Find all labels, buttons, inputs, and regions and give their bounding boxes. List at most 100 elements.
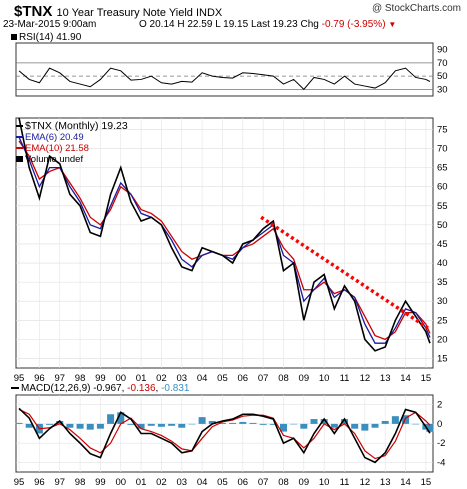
rsi-tick-label: 90 [437,45,448,56]
price-tick-label: 20 [437,334,448,345]
x-tick-label-bottom: 98 [75,477,86,488]
watermark: @ StockCharts.com [371,3,461,14]
macd-histogram-bar [426,423,434,432]
last-value: Last 19.23 [250,19,298,30]
ema6-line [18,136,431,344]
price-frame [15,117,434,369]
legend-text: Volume undef [25,154,84,165]
macd-histogram-bar [147,423,155,426]
macd-histogram-bar [371,423,379,428]
macd-tick-label: -4 [437,457,445,468]
macd-tick-label: -2 [437,438,445,449]
x-axis: 95 96 97 98 99 00 01 02 03 04 05 06 07 08 09 10 11 12 13 14… [14,373,431,384]
x-tick-label-bottom: 14 [400,477,411,488]
ema10-line [18,140,431,341]
price-tick-label: 70 [437,144,448,155]
price-tick-label: 30 [437,296,448,307]
quote-date: 23-Mar-2015 9:00am [3,19,97,30]
macd-histogram-bar [320,419,328,424]
price-tick-label: 40 [437,258,448,269]
x-tick-label-bottom: 00 [115,477,126,488]
price-tick-label: 60 [437,182,448,193]
macd-tick-label: 2 [437,400,442,411]
macd-histogram-bar [330,423,338,428]
macd-prefix: MACD(12,26,9) [21,383,91,394]
macd-histogram-bar [381,420,389,424]
x-tick-label-bottom: 12 [360,477,371,488]
legend-swatch [16,136,23,139]
price-tick-label: 55 [437,201,448,212]
rsi-label: RSI(14) 41.90 [11,32,81,43]
macd-histogram-bar [259,423,267,425]
x-tick-label-bottom: 06 [238,477,249,488]
price-legend: $TNX (Monthly) 19.23 EMA(6) 20.49 EMA(10) … [16,121,128,165]
macd-panel: 2 0 -2 -4 95 96 97 98 99 00 01 02 03 04 05 06 07 08 09 10 11… [14,394,445,488]
macd-histogram-bar [107,414,115,424]
legend-swatch [16,156,23,163]
macd-histogram-bar [269,423,277,425]
macd-histogram-bar [96,423,104,429]
macd-histogram-bar [341,419,349,424]
macd-tick-label: 0 [437,419,442,430]
macd-histogram-bar [198,417,206,424]
x-tick-label-bottom: 99 [95,477,106,488]
x-tick-label-bottom: 11 [340,477,350,488]
x-tick-label: 97 [54,373,65,384]
legend-entry: EMA(10) 21.58 [16,143,128,154]
macd-histogram-bar [168,423,176,426]
macd-histogram-bar [218,422,226,424]
price-tick-label: 25 [437,315,448,326]
macd-histogram-bar [229,422,237,424]
x-tick-label: 13 [380,373,391,384]
quote-line: O 20.14 H 22.59 L 19.15 Last 19.23 Chg -… [139,19,396,30]
legend-text: EMA(6) 20.49 [25,132,84,143]
macd-histogram-bar [249,422,257,424]
macd-frame [15,394,434,473]
price-tick-label: 65 [437,163,448,174]
macd-signal-value: -0.136 [127,383,156,394]
x-tick-label: 14 [400,373,411,384]
x-tick-label-bottom: 02 [156,477,167,488]
rsi-tick-label: 30 [437,84,448,95]
change-label: Chg [300,19,319,30]
low-value: L 19.15 [215,19,249,30]
macd-line [18,407,431,464]
macd-swatch [11,387,19,390]
x-tick-label: 12 [360,373,371,384]
macd-histogram-bar [300,423,308,429]
legend-text: $TNX (Monthly) 19.23 [25,120,128,132]
x-tick-label-bottom: 10 [319,477,330,488]
rsi-tick-label: 70 [437,58,448,69]
price-tick-label: 15 [437,353,448,364]
symbol: $TNX [14,3,53,20]
rsi-panel: 90 70 50 30 [15,42,448,97]
x-tick-label-bottom: 97 [54,477,65,488]
x-tick-label-bottom: 95 [14,477,25,488]
macd-histogram-bar [46,423,54,425]
price-panel: 75 70 65 60 55 50 45 40 35 30 25 20 15 [15,117,448,369]
x-tick-label: 15 [421,373,432,384]
x-tick-label: 99 [95,373,106,384]
x-tick-label-bottom: 03 [176,477,187,488]
open-value: O 20.14 [139,19,175,30]
macd-histogram-bar [208,420,216,424]
x-tick-label-bottom: 96 [34,477,45,488]
x-tick-label: 11 [340,373,350,384]
macd-histogram-bar [157,423,165,427]
x-tick-label: 03 [176,373,187,384]
macd-histogram-bar [391,416,399,424]
x-tick-label-bottom: 09 [299,477,310,488]
symbol-title: $TNX 10 Year Treasury Note Yield INDX [14,3,222,20]
price-tick-label: 50 [437,220,448,231]
price-tick-label: 35 [437,277,448,288]
x-tick-label-bottom: 15 [421,477,432,488]
x-tick-label: 01 [136,373,147,384]
macd-histogram-bar [239,421,247,424]
macd-histogram-bar [86,423,94,430]
high-value: H 22.59 [177,19,213,30]
rsi-swatch [11,34,17,41]
x-tick-label: 02 [156,373,167,384]
legend-entry: $TNX (Monthly) 19.23 [16,121,128,132]
macd-histogram-bar [117,412,125,424]
